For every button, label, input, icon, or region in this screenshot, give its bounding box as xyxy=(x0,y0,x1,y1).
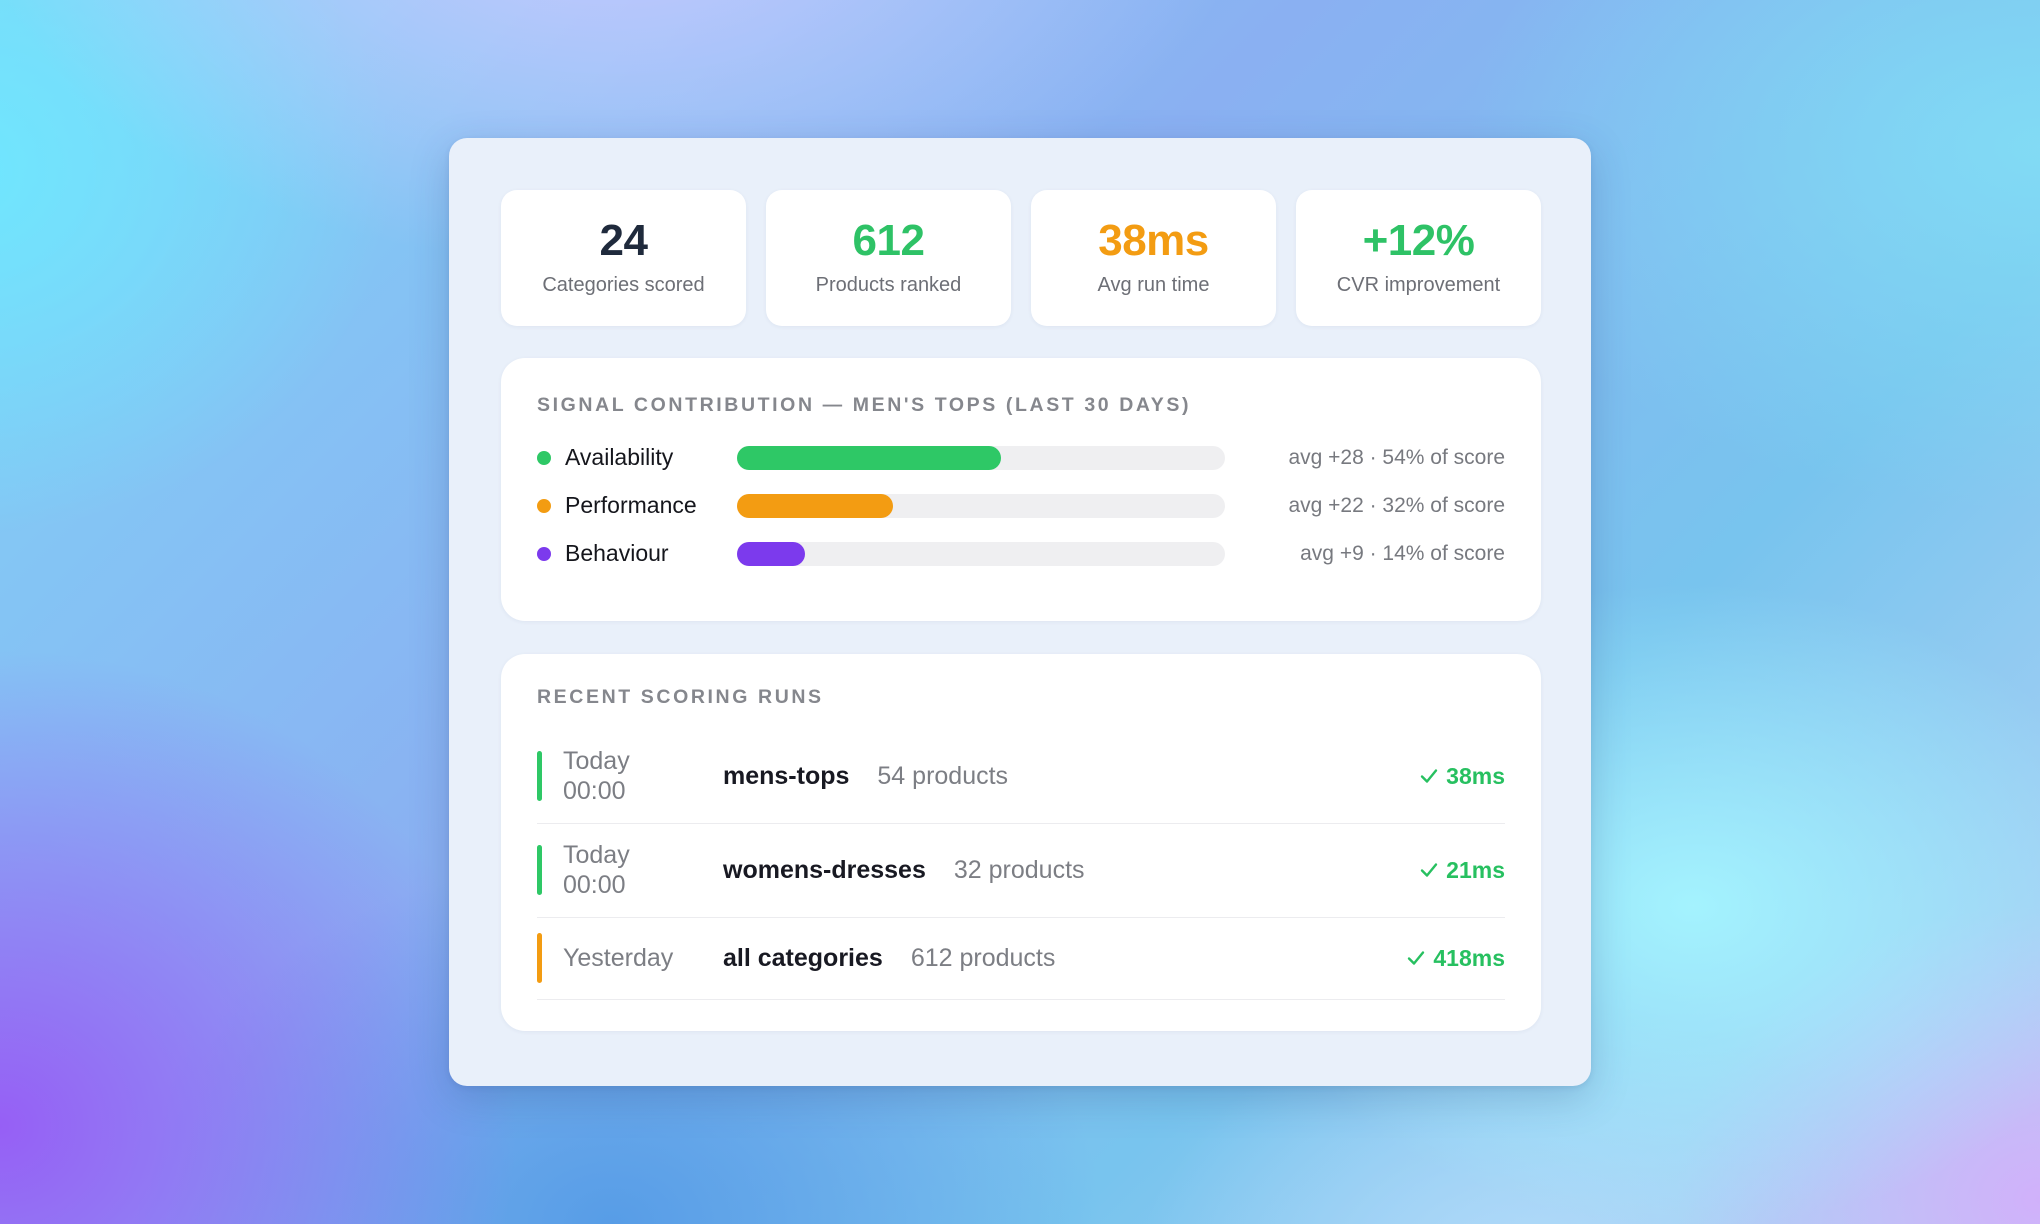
runs-list: Today 00:00 mens-tops 54 products 38ms T… xyxy=(537,730,1505,1000)
signal-bar-track xyxy=(737,493,1225,518)
run-time-line2: 00:00 xyxy=(563,777,626,805)
dashboard-panel: 24 Categories scored 612 Products ranked… xyxy=(449,138,1591,1086)
stat-value: +12% xyxy=(1362,216,1475,265)
signal-name: Behaviour xyxy=(565,540,669,566)
signal-row-behaviour: Behaviour avg +9 · 14% of score xyxy=(537,530,1505,578)
status-bar xyxy=(537,933,542,983)
run-product-count: 32 products xyxy=(953,855,1085,884)
signal-name: Performance xyxy=(565,492,697,518)
availability-dot-icon xyxy=(537,450,551,465)
run-time: Today 00:00 xyxy=(563,840,723,900)
stat-label: CVR improvement xyxy=(1336,274,1501,296)
behaviour-dot-icon xyxy=(537,546,551,561)
signal-name: Availability xyxy=(565,444,674,470)
signal-stat: avg +22 · 32% of score xyxy=(1288,493,1505,517)
run-time-line1: Today xyxy=(563,747,630,775)
run-duration-value: 21ms xyxy=(1446,856,1505,883)
stat-label: Products ranked xyxy=(815,274,962,296)
run-time: Yesterday xyxy=(563,943,723,973)
check-icon xyxy=(1420,863,1438,877)
stats-row: 24 Categories scored 612 Products ranked… xyxy=(501,190,1541,326)
signal-bar-fill xyxy=(737,541,806,566)
signal-contribution-title: SIGNAL CONTRIBUTION — MEN'S TOPS (LAST 3… xyxy=(537,394,1192,416)
signal-bar-track xyxy=(737,541,1225,566)
check-icon xyxy=(1420,769,1438,783)
run-duration: 38ms xyxy=(1419,763,1505,790)
run-product-count: 612 products xyxy=(910,943,1056,972)
run-duration-value: 418ms xyxy=(1433,944,1505,971)
run-row[interactable]: Today 00:00 womens-dresses 32 products 2… xyxy=(537,824,1505,918)
performance-dot-icon xyxy=(537,498,551,513)
signal-bar-fill xyxy=(737,493,894,518)
signal-row-availability: Availability avg +28 · 54% of score xyxy=(537,434,1505,482)
run-row[interactable]: Today 00:00 mens-tops 54 products 38ms xyxy=(537,730,1505,824)
signal-row-performance: Performance avg +22 · 32% of score xyxy=(537,482,1505,530)
run-product-count: 54 products xyxy=(877,761,1009,790)
run-duration: 418ms xyxy=(1406,945,1505,972)
recent-scoring-runs-title: RECENT SCORING RUNS xyxy=(537,686,824,708)
run-row[interactable]: Yesterday all categories 612 products 41… xyxy=(537,918,1505,1000)
stat-card-products: 612 Products ranked xyxy=(766,190,1011,326)
stat-card-categories: 24 Categories scored xyxy=(501,190,746,326)
run-time-line2: 00:00 xyxy=(563,871,626,899)
signal-contribution-card: SIGNAL CONTRIBUTION — MEN'S TOPS (LAST 3… xyxy=(501,358,1541,621)
stat-label: Avg run time xyxy=(1097,274,1210,296)
signal-bar-track xyxy=(737,445,1225,470)
signal-stat: avg +28 · 54% of score xyxy=(1288,445,1505,469)
stat-card-cvr: +12% CVR improvement xyxy=(1296,190,1541,326)
signal-rows: Availability avg +28 · 54% of score Perf… xyxy=(537,434,1505,578)
stat-card-run-time: 38ms Avg run time xyxy=(1031,190,1276,326)
stat-value: 612 xyxy=(852,216,925,265)
stat-label: Categories scored xyxy=(542,274,705,296)
signal-stat: avg +9 · 14% of score xyxy=(1300,541,1505,565)
run-category: womens-dresses xyxy=(723,855,926,884)
run-duration: 21ms xyxy=(1419,857,1505,884)
run-time-line1: Yesterday xyxy=(563,944,674,972)
run-category: mens-tops xyxy=(723,761,850,790)
run-duration-value: 38ms xyxy=(1446,762,1505,789)
stat-value: 24 xyxy=(599,216,648,265)
recent-scoring-runs-card: RECENT SCORING RUNS Today 00:00 mens-top… xyxy=(501,654,1541,1031)
status-bar xyxy=(537,751,542,801)
signal-bar-fill xyxy=(737,445,1001,470)
run-category: all categories xyxy=(723,943,883,972)
run-time: Today 00:00 xyxy=(563,746,723,806)
stat-value: 38ms xyxy=(1098,216,1209,265)
status-bar xyxy=(537,845,542,895)
run-time-line1: Today xyxy=(563,841,630,869)
check-icon xyxy=(1408,951,1425,965)
